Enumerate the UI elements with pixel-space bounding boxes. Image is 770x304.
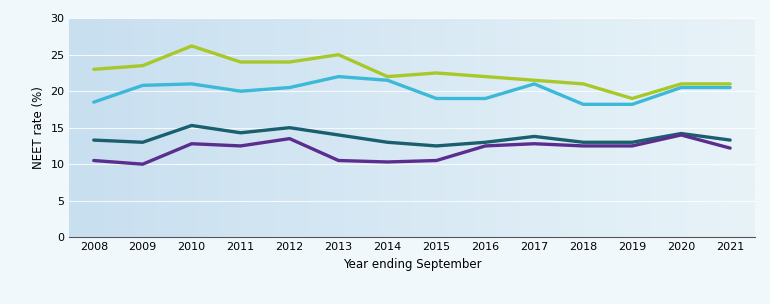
X-axis label: Year ending September: Year ending September xyxy=(343,257,481,271)
Y-axis label: NEET rate (%): NEET rate (%) xyxy=(32,86,45,169)
